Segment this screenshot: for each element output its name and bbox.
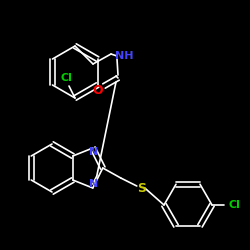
Text: N: N xyxy=(89,147,99,157)
Text: Cl: Cl xyxy=(60,73,72,83)
Text: N: N xyxy=(89,179,99,189)
Text: O: O xyxy=(93,84,103,96)
Text: NH: NH xyxy=(115,51,133,61)
Text: S: S xyxy=(137,182,146,194)
Text: Cl: Cl xyxy=(228,200,240,210)
